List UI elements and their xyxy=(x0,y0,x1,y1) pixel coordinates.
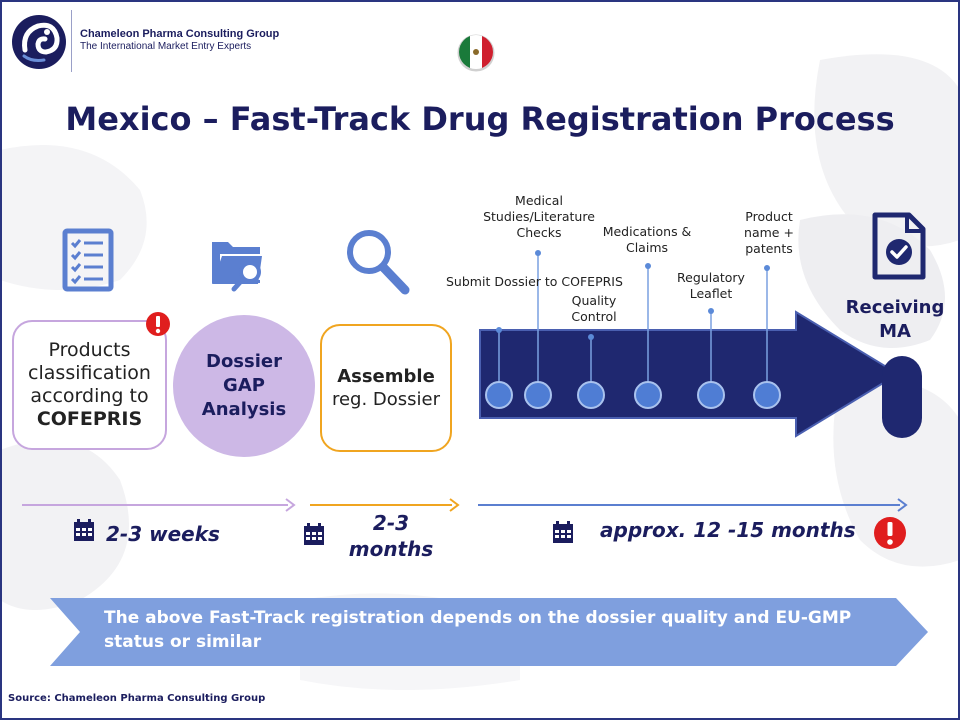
duration-approx-months: approx. 12 -15 months xyxy=(600,518,856,542)
duration-weeks: 2-3 weeks xyxy=(106,522,220,546)
milestone-medications-claims: Medications & Claims xyxy=(602,224,692,255)
duration-months: 2-3 months xyxy=(348,511,434,561)
folder-search-icon xyxy=(212,242,262,292)
logo-divider xyxy=(71,10,72,72)
chameleon-logo xyxy=(12,15,66,69)
milestone-quality-control: Quality Control xyxy=(571,293,617,324)
step3-bold: Assemble xyxy=(337,366,435,387)
timeline-arrow xyxy=(479,250,900,438)
frame-left xyxy=(0,0,2,720)
frame-bottom xyxy=(0,718,960,720)
duration-arrows xyxy=(22,498,908,512)
company-name: Chameleon Pharma Consulting Group xyxy=(80,28,280,40)
step-assemble-dossier: Assemble reg. Dossier xyxy=(320,324,452,452)
page-title: Mexico – Fast-Track Drug Registration Pr… xyxy=(65,100,895,138)
step-dossier-gap-analysis: Dossier GAP Analysis xyxy=(173,315,315,457)
document-check-icon xyxy=(872,212,926,280)
milestone-submit-dossier: Submit Dossier to COFEPRIS xyxy=(446,274,623,289)
source-note: Source: Chameleon Pharma Consulting Grou… xyxy=(8,693,266,704)
frame-right xyxy=(958,0,960,720)
note-banner xyxy=(50,598,928,666)
alert-icon xyxy=(874,517,906,549)
calendar-icon xyxy=(74,519,94,541)
calendar-icon xyxy=(304,523,324,545)
mexico-flag-icon xyxy=(457,34,495,72)
calendar-icon xyxy=(553,521,573,543)
milestone-dot xyxy=(485,381,513,409)
step2-label: Dossier GAP Analysis xyxy=(201,351,287,420)
milestone-dot xyxy=(524,381,552,409)
milestone-product-name-patents: Product name + patents xyxy=(744,209,794,256)
step1-text: Products classification according to xyxy=(28,339,151,407)
step-products-classification: Products classification according to COF… xyxy=(12,320,167,450)
milestone-dot xyxy=(634,381,662,409)
frame-top xyxy=(0,0,960,2)
note-text: The above Fast-Track registration depend… xyxy=(104,608,852,652)
milestone-dot xyxy=(577,381,605,409)
alert-icon xyxy=(146,312,170,336)
final-step-label: Receiving MA xyxy=(845,297,945,342)
step3-text: reg. Dossier xyxy=(331,389,441,410)
company-tagline: The International Market Entry Experts xyxy=(80,41,252,52)
checklist-icon xyxy=(62,228,114,292)
milestone-dot xyxy=(697,381,725,409)
milestone-medical-studies: Medical Studies/Literature Checks xyxy=(483,193,595,240)
milestone-regulatory-leaflet: Regulatory Leaflet xyxy=(677,270,745,301)
milestone-dot xyxy=(753,381,781,409)
magnifier-icon xyxy=(347,230,410,295)
final-step-pill xyxy=(882,356,922,438)
step1-bold: COFEPRIS xyxy=(36,408,143,430)
